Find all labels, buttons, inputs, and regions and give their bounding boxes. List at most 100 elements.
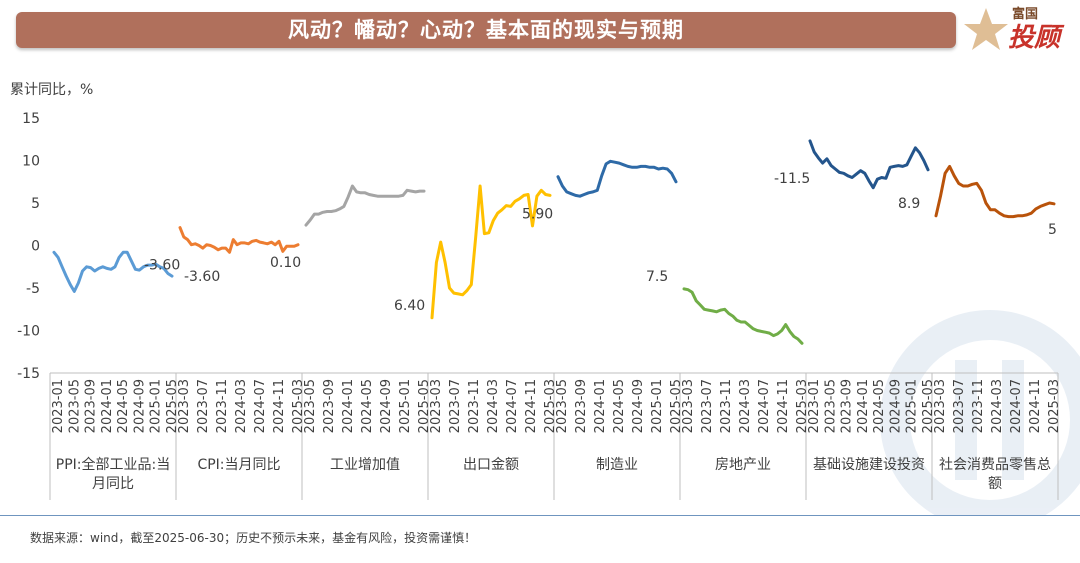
x-tick-label: 2024-07 (1009, 379, 1024, 433)
x-tick-label: 2023-09 (840, 379, 855, 433)
series-line (52, 250, 174, 293)
x-tick-label: 2025-01 (650, 379, 665, 433)
data-label: 5 (1048, 222, 1057, 238)
x-tick-label: 2025-03 (795, 379, 810, 433)
y-axis-label: 累计同比，% (10, 82, 94, 98)
series-line (934, 164, 1056, 219)
x-tick-label: 2024-07 (505, 379, 520, 433)
x-tick-label: 2025-05 (669, 379, 684, 433)
x-tick-label: 2023-11 (971, 379, 986, 433)
data-label: -11.5 (774, 171, 810, 187)
logo-star-icon (964, 8, 1008, 50)
x-tick-label: 2025-05 (921, 379, 936, 433)
x-tick-label: 2024-09 (631, 379, 646, 433)
data-source-note: 数据来源：wind，截至2025-06-30；历史不预示未来，基金有风险，投资需… (30, 531, 477, 545)
x-tick-label: 2024-05 (612, 379, 627, 433)
x-tick-label: 2025-01 (905, 379, 920, 433)
category-label: 社会消费品零售总额 (939, 457, 1051, 492)
category-label: 工业增加值 (330, 457, 400, 473)
x-tick-label: 2023-05 (823, 379, 838, 433)
x-tick-label: 2023-03 (429, 379, 444, 433)
category-label: 制造业 (596, 457, 638, 473)
series-line (178, 226, 300, 254)
x-tick-label: 2023-05 (555, 379, 570, 433)
data-label: -3.60 (184, 269, 220, 285)
data-label: 5.90 (522, 207, 553, 223)
category-label: 房地产业 (715, 457, 771, 473)
x-tick-label: 2025-05 (165, 379, 180, 433)
x-tick-label: 2024-01 (341, 379, 356, 433)
x-tick-label: 2024-11 (776, 379, 791, 433)
x-tick-label: 2024-11 (1028, 379, 1043, 433)
logo-brand-main: 投顾 (1008, 23, 1061, 53)
series-line (304, 184, 426, 227)
y-tick-label: 0 (31, 239, 40, 255)
x-tick-label: 2024-07 (757, 379, 772, 433)
x-tick-label: 2024-01 (856, 379, 871, 433)
y-tick-label: 10 (22, 154, 40, 170)
category-label: 出口金额 (463, 457, 519, 473)
x-tick-label: 2023-07 (700, 379, 715, 433)
x-tick-label: 2024-05 (116, 379, 131, 433)
x-tick-label: 2024-03 (738, 379, 753, 433)
x-tick-label: 2025-01 (149, 379, 164, 433)
data-label: 6.40 (394, 298, 425, 314)
series-line (808, 139, 930, 190)
category-label: 基础设施建设投资 (813, 457, 925, 473)
y-tick-label: -10 (17, 324, 40, 340)
x-tick-label: 2024-03 (990, 379, 1005, 433)
x-tick-label: 2024-03 (486, 379, 501, 433)
footer-divider (0, 515, 1080, 516)
x-tick-label: 2024-09 (379, 379, 394, 433)
x-tick-label: 2023-03 (177, 379, 192, 433)
watermark-logo-icon (880, 310, 1080, 515)
x-tick-label: 2025-03 (291, 379, 306, 433)
category-label: PPI:全部工业品:当月同比 (55, 457, 171, 492)
x-tick-label: 2024-05 (360, 379, 375, 433)
x-tick-label: 2023-05 (67, 379, 82, 433)
x-tick-label: 2023-03 (681, 379, 696, 433)
page-title: 风动？幡动？心动？基本面的现实与预期 (288, 18, 684, 42)
data-label: 0.10 (270, 255, 301, 271)
logo-brand-top: 富国 (1012, 7, 1039, 22)
x-tick-label: 2023-01 (807, 379, 822, 433)
x-tick-label: 2025-03 (543, 379, 558, 433)
x-tick-label: 2023-11 (719, 379, 734, 433)
x-tick-label: 2023-09 (84, 379, 99, 433)
x-tick-label: 2024-05 (872, 379, 887, 433)
data-label: -3.60 (144, 258, 180, 274)
x-tick-label: 2024-03 (234, 379, 249, 433)
y-tick-label: 15 (22, 111, 40, 127)
x-tick-label: 2023-11 (467, 379, 482, 433)
x-tick-label: 2023-05 (303, 379, 318, 433)
series-line (430, 184, 552, 320)
data-label: 7.5 (646, 269, 668, 285)
x-tick-label: 2024-09 (132, 379, 147, 433)
x-tick-label: 2024-11 (524, 379, 539, 433)
y-tick-label: -5 (26, 281, 40, 297)
x-tick-label: 2024-09 (888, 379, 903, 433)
series-line (556, 159, 678, 198)
x-tick-label: 2024-01 (593, 379, 608, 433)
x-tick-label: 2023-03 (933, 379, 948, 433)
x-tick-label: 2023-07 (196, 379, 211, 433)
data-label: 8.9 (898, 196, 920, 212)
x-tick-label: 2023-07 (448, 379, 463, 433)
x-tick-label: 2023-09 (574, 379, 589, 433)
y-tick-label: -15 (17, 366, 40, 382)
series-line (682, 287, 804, 345)
x-tick-label: 2024-07 (253, 379, 268, 433)
title-banner: 风动？幡动？心动？基本面的现实与预期 (16, 12, 956, 48)
category-label: CPI:当月同比 (197, 457, 281, 473)
x-tick-label: 2023-11 (215, 379, 230, 433)
x-tick-label: 2024-01 (100, 379, 115, 433)
x-tick-label: 2025-03 (1047, 379, 1062, 433)
x-tick-label: 2023-07 (952, 379, 967, 433)
x-tick-label: 2025-05 (417, 379, 432, 433)
x-tick-label: 2025-01 (398, 379, 413, 433)
x-tick-label: 2024-11 (272, 379, 287, 433)
x-tick-label: 2023-09 (322, 379, 337, 433)
x-tick-label: 2023-01 (51, 379, 66, 433)
y-tick-label: 5 (31, 196, 40, 212)
